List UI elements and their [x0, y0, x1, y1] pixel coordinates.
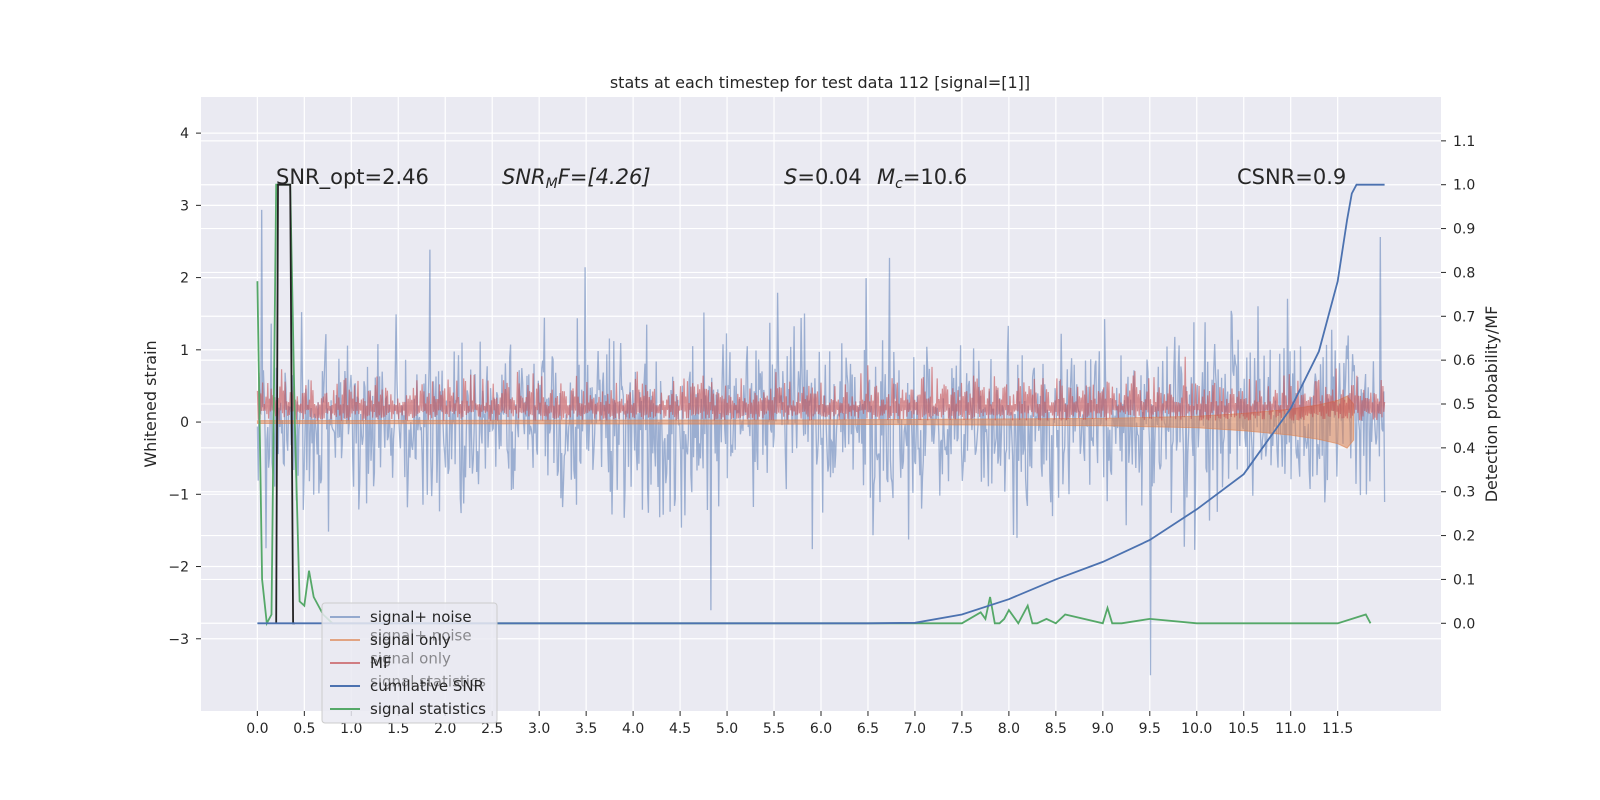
x-tick-label: 1.0: [340, 721, 362, 737]
x-tick-label: 8.0: [998, 721, 1020, 737]
y-tick-label-left: 0: [180, 415, 189, 431]
x-tick-label: 7.5: [951, 721, 973, 737]
axes: 0.0 0.5 1.0 1.5 2.0 2.5 3.0 3.5 4.0 4.5 5.0 5.5 6.0 6…: [168, 126, 1475, 737]
annotation-snr-mf: SNRMF=[4.26]: [502, 165, 651, 192]
chart-title: stats at each timestep for test data 112…: [610, 73, 1030, 92]
y-tick-label-left: 1: [180, 343, 189, 359]
legend-box: [321, 602, 498, 724]
y-tick-label-right: 0.7: [1453, 309, 1475, 325]
x-tick-label: 8.5: [1045, 721, 1067, 737]
x-tick-label: 1.5: [387, 721, 409, 737]
x-tick-label: 10.0: [1181, 721, 1212, 737]
y-tick-label-right: 0.3: [1453, 485, 1475, 501]
x-tick-label: 6.5: [857, 721, 879, 737]
y-tick-label-right: 1.1: [1453, 134, 1475, 150]
y-tick-label-right: 0.0: [1453, 616, 1475, 632]
annotation-mc: Mc=10.6: [877, 165, 967, 192]
x-tick-label: 4.5: [669, 721, 691, 737]
x-tick-label: 10.5: [1228, 721, 1259, 737]
series-signal-only: [256, 395, 1355, 449]
y-tick-label-right: 1.0: [1453, 178, 1475, 194]
annotation-csnr: CSNR=0.9: [1237, 165, 1346, 189]
legend-label: cumilative SNR: [370, 677, 484, 695]
legend-label: signal only: [370, 631, 451, 649]
x-tick-label: 2.0: [434, 721, 456, 737]
x-tick-label: 3.5: [575, 721, 597, 737]
y-tick-label-right: 0.2: [1453, 529, 1475, 545]
x-tick-label: 5.0: [716, 721, 738, 737]
y-tick-label-left: −1: [168, 487, 189, 503]
y-tick-label-left: 4: [180, 126, 189, 142]
y-tick-label-right: 0.4: [1453, 441, 1475, 457]
y-tick-label-right: 0.6: [1453, 353, 1475, 369]
y-tick-label-right: 0.8: [1453, 265, 1475, 281]
x-tick-label: 0.0: [246, 721, 268, 737]
x-tick-label: 11.0: [1275, 721, 1306, 737]
x-tick-label: 6.0: [810, 721, 832, 737]
y-axis-right-title: Detection probability/MF: [1482, 306, 1501, 503]
x-tick-label: 2.5: [481, 721, 503, 737]
legend-label: signal statistics: [370, 700, 486, 718]
series-cumulative-snr: [257, 183, 1385, 625]
legend-ghost-label: signal statistics: [370, 673, 486, 691]
x-tick-label: 5.5: [763, 721, 785, 737]
x-tick-label: 0.5: [293, 721, 315, 737]
annotation-snr-opt: SNR_opt=2.46: [276, 165, 429, 190]
y-axis-left-title: Whitened strain: [141, 340, 160, 467]
x-tick-label: 9.5: [1139, 721, 1161, 737]
y-tick-label-right: 0.5: [1453, 397, 1475, 413]
legend-ghost-label: signal only: [370, 650, 451, 668]
y-tick-label-left: −3: [168, 632, 189, 648]
annotation-s: S=0.04: [784, 165, 862, 189]
series-signal-noise: [256, 209, 1386, 676]
y-tick-label-left: 3: [180, 198, 189, 214]
y-tick-label-right: 0.1: [1453, 572, 1475, 588]
x-tick-label: 7.0: [904, 721, 926, 737]
x-tick-label: 11.5: [1322, 721, 1353, 737]
x-tick-label: 3.0: [528, 721, 550, 737]
legend-ghost-label: signal+ noise: [370, 627, 472, 645]
y-tick-label-right: 0.9: [1453, 222, 1475, 238]
series-mf: [256, 356, 1386, 421]
y-tick-label-left: −2: [168, 560, 189, 576]
y-tick-label-left: 2: [180, 271, 189, 287]
legend-label: MF: [370, 654, 392, 672]
x-tick-label: 4.0: [622, 721, 644, 737]
x-tick-label: 9.0: [1092, 721, 1114, 737]
series-layer: [256, 183, 1386, 676]
legend-label: signal+ noise: [370, 608, 472, 626]
